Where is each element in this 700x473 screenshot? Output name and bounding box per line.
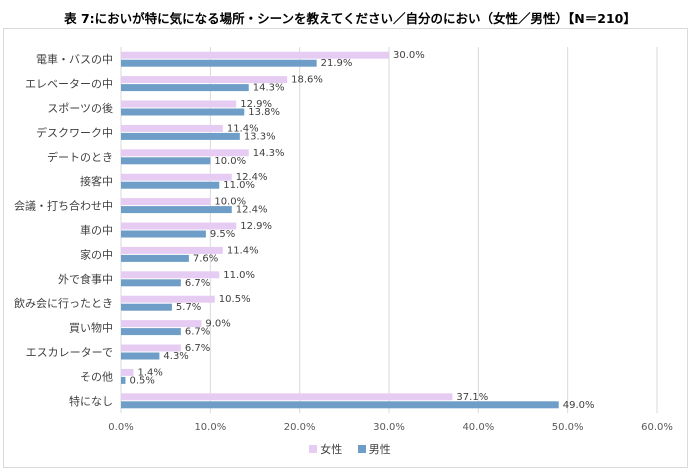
bar-female xyxy=(121,320,202,328)
data-label-female: 6.7% xyxy=(185,343,210,354)
data-label-female: 10.0% xyxy=(214,197,246,208)
bar-male xyxy=(121,254,189,262)
bar-female xyxy=(121,100,237,108)
bar-female xyxy=(121,76,288,84)
legend-swatch-male xyxy=(357,445,366,453)
category-label: 車の中 xyxy=(80,223,113,237)
legend-swatch-female xyxy=(309,445,318,453)
bar-male xyxy=(121,328,181,336)
bar-male xyxy=(121,230,206,238)
data-label-male: 12.4% xyxy=(236,205,268,216)
category-label: デスクワーク中 xyxy=(36,125,113,139)
bar-female xyxy=(121,271,220,279)
bar-female xyxy=(121,295,215,303)
category-label: 家の中 xyxy=(80,247,113,261)
category-label: エレベーターの中 xyxy=(25,78,113,91)
bar-male xyxy=(121,84,249,92)
x-tick-label: 40.0% xyxy=(462,422,494,433)
data-label-female: 12.9% xyxy=(240,221,272,232)
bar-female xyxy=(121,173,232,181)
x-tick-label: 10.0% xyxy=(194,422,226,433)
data-label-male: 13.3% xyxy=(244,131,276,142)
data-label-female: 11.4% xyxy=(227,245,259,256)
category-label: 買い物中 xyxy=(69,321,113,335)
data-label-male: 10.0% xyxy=(214,156,246,167)
bar-male xyxy=(121,303,172,311)
bar-female xyxy=(121,149,249,157)
category-label: 外で食事中 xyxy=(58,272,113,286)
bar-male xyxy=(121,279,181,287)
bar-male xyxy=(121,401,559,409)
data-label-female: 18.6% xyxy=(291,75,323,86)
bar-female xyxy=(121,51,389,59)
chart-frame xyxy=(3,28,688,468)
category-label: 電車・バスの中 xyxy=(36,52,113,66)
data-label-male: 4.3% xyxy=(163,351,188,362)
category-label: 接客中 xyxy=(80,174,113,188)
legend-label-female: 女性 xyxy=(320,443,343,456)
data-label-female: 12.9% xyxy=(240,99,272,110)
category-label: デートのとき xyxy=(47,150,113,164)
data-label-male: 21.9% xyxy=(321,58,353,69)
chart-title: 表 7:においが特に気になる場所・シーンを教えてください／自分のにおい（女性／男… xyxy=(64,11,636,26)
category-label: その他 xyxy=(80,370,113,383)
legend-item-female: 女性 xyxy=(309,441,342,457)
bar-male xyxy=(121,376,126,384)
category-label: エスカレーターで xyxy=(26,346,113,359)
bar-female xyxy=(121,222,237,230)
bar-male xyxy=(121,352,160,360)
data-label-female: 30.0% xyxy=(393,50,425,61)
category-label: 特になし xyxy=(69,394,113,408)
x-tick-label: 0.0% xyxy=(108,422,133,433)
data-label-female: 11.0% xyxy=(223,270,255,281)
category-label: スポーツの後 xyxy=(47,101,113,115)
bar-female xyxy=(121,393,453,401)
bar-female xyxy=(121,344,181,352)
x-tick-label: 30.0% xyxy=(373,422,405,433)
bar-female xyxy=(121,198,211,206)
bar-male xyxy=(121,132,240,140)
data-label-female: 14.3% xyxy=(253,148,285,159)
data-label-female: 10.5% xyxy=(219,294,251,305)
data-label-male: 5.7% xyxy=(176,302,201,313)
data-label-male: 11.0% xyxy=(223,180,255,191)
bar-male xyxy=(121,181,220,189)
data-label-male: 13.8% xyxy=(248,107,280,118)
bar-male xyxy=(121,108,245,116)
data-label-female: 11.4% xyxy=(227,123,259,134)
bar-female xyxy=(121,124,223,132)
bar-female xyxy=(121,246,223,254)
x-tick-label: 60.0% xyxy=(641,422,673,433)
data-label-male: 14.3% xyxy=(253,83,285,94)
data-label-female: 37.1% xyxy=(456,392,488,403)
data-label-male: 9.5% xyxy=(210,229,235,240)
bar-female xyxy=(121,368,134,376)
category-label: 飲み会に行ったとき xyxy=(14,296,113,310)
category-label: 会議・打ち合わせ中 xyxy=(14,199,113,213)
x-tick-label: 50.0% xyxy=(552,422,584,433)
bar-male xyxy=(121,157,211,165)
bar-male xyxy=(121,59,317,67)
data-label-female: 12.4% xyxy=(236,172,268,183)
data-label-male: 0.5% xyxy=(129,375,154,386)
legend-item-male: 男性 xyxy=(357,441,391,457)
bar-male xyxy=(121,206,232,214)
x-tick-label: 20.0% xyxy=(284,422,316,433)
data-label-male: 6.7% xyxy=(185,278,210,289)
data-label-male: 7.6% xyxy=(193,253,218,264)
legend: 女性 男性 xyxy=(0,441,700,457)
data-label-female: 1.4% xyxy=(138,367,163,378)
legend-label-male: 男性 xyxy=(368,443,391,456)
data-label-female: 9.0% xyxy=(205,319,230,330)
data-label-male: 49.0% xyxy=(563,400,595,411)
data-label-male: 6.7% xyxy=(185,327,210,338)
